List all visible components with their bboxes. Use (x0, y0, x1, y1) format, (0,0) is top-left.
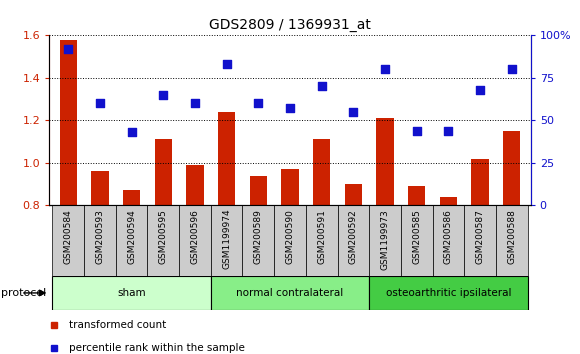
Bar (464, 205, 496, 276)
Bar (496, 205, 528, 276)
Bar (345, 184, 362, 205)
Bar (249, 176, 267, 205)
Text: GSM200585: GSM200585 (412, 209, 421, 264)
Text: GSM200589: GSM200589 (254, 209, 263, 264)
Point (380, 67, 390, 72)
Text: GSM200595: GSM200595 (159, 209, 168, 264)
Bar (52, 205, 84, 276)
Bar (147, 205, 179, 276)
Bar (91, 171, 108, 205)
Bar (401, 205, 433, 276)
Point (349, 109, 358, 115)
Text: GSM200588: GSM200588 (507, 209, 516, 264)
Point (222, 62, 231, 67)
Text: GSM200592: GSM200592 (349, 209, 358, 264)
Text: GSM200596: GSM200596 (190, 209, 200, 264)
Point (64, 46, 73, 52)
Bar (116, 205, 147, 276)
Text: GSM1199974: GSM1199974 (222, 209, 231, 269)
Bar (338, 205, 369, 276)
Bar (60, 40, 77, 205)
Bar (179, 205, 211, 276)
Point (285, 105, 295, 111)
Point (412, 128, 421, 133)
Bar (369, 276, 528, 310)
Bar (408, 186, 425, 205)
Point (317, 84, 327, 89)
Bar (218, 112, 235, 205)
Text: GDS2809 / 1369931_at: GDS2809 / 1369931_at (209, 18, 371, 32)
Bar (155, 139, 172, 205)
Text: GSM200591: GSM200591 (317, 209, 326, 264)
Text: GSM200586: GSM200586 (444, 209, 453, 264)
Bar (242, 205, 274, 276)
Bar (376, 118, 394, 205)
Text: percentile rank within the sample: percentile rank within the sample (68, 343, 244, 353)
Bar (440, 197, 457, 205)
Text: GSM200593: GSM200593 (96, 209, 104, 264)
Text: protocol: protocol (1, 288, 46, 298)
Bar (313, 139, 331, 205)
Text: GSM200594: GSM200594 (127, 209, 136, 264)
Bar (503, 131, 520, 205)
Point (476, 87, 485, 93)
Point (444, 128, 453, 133)
Text: GSM200587: GSM200587 (476, 209, 484, 264)
Point (190, 101, 200, 106)
Bar (472, 159, 489, 205)
Text: GSM200584: GSM200584 (64, 209, 73, 264)
Point (127, 130, 136, 135)
Bar (281, 169, 299, 205)
Bar (274, 205, 306, 276)
Point (95, 101, 104, 106)
Bar (84, 205, 116, 276)
Point (253, 101, 263, 106)
Text: GSM1199973: GSM1199973 (380, 209, 390, 270)
Bar (433, 205, 464, 276)
Point (507, 67, 516, 72)
Text: osteoarthritic ipsilateral: osteoarthritic ipsilateral (386, 288, 511, 298)
Text: transformed count: transformed count (68, 320, 166, 330)
Bar (306, 205, 338, 276)
Bar (211, 276, 369, 310)
Point (159, 92, 168, 98)
Text: sham: sham (117, 288, 146, 298)
Text: GSM200590: GSM200590 (285, 209, 295, 264)
Bar (123, 190, 140, 205)
Bar (52, 276, 211, 310)
Bar (186, 165, 204, 205)
Text: normal contralateral: normal contralateral (237, 288, 343, 298)
Bar (369, 205, 401, 276)
Bar (211, 205, 242, 276)
